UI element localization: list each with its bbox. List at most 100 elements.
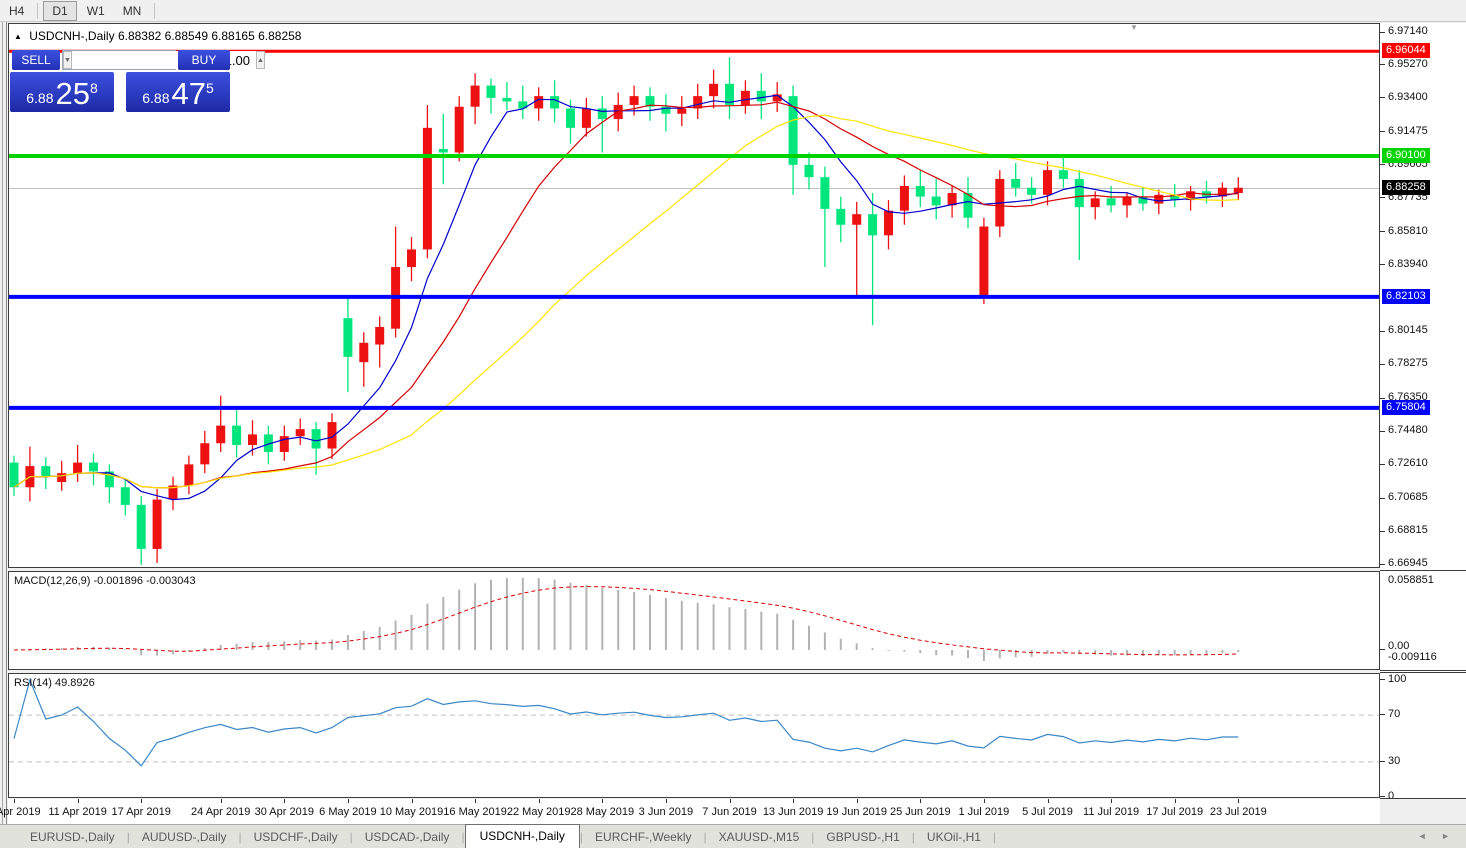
- date-axis-label: 24 Apr 2019: [191, 806, 251, 818]
- date-axis-tick: [1174, 799, 1176, 803]
- price-axis-tick: [1380, 197, 1385, 199]
- candle-body: [804, 164, 814, 178]
- candle-body: [1027, 187, 1037, 195]
- timeframe-button-mn[interactable]: MN: [122, 3, 142, 18]
- date-axis-label: 11 Apr 2019: [48, 806, 107, 818]
- price-axis-label: 6.91475: [1388, 124, 1428, 137]
- rsi-indicator-pane[interactable]: RSI(14) 49.8926: [8, 673, 1380, 798]
- candle-body: [152, 499, 162, 549]
- buy-price-display[interactable]: 6.88 47 5: [126, 72, 230, 112]
- chart-tab-xauusd[interactable]: XAUUSD-,M15: [718, 830, 800, 844]
- price-axis-tick: [1380, 430, 1385, 432]
- candle-body: [836, 208, 846, 225]
- candle-body: [1186, 191, 1196, 201]
- candle-body: [772, 94, 782, 102]
- chart-tab-usdcnh[interactable]: USDCNH-,Daily: [464, 824, 580, 848]
- candle-body: [693, 96, 703, 109]
- chart-tab-ukoil[interactable]: UKOil-,H1: [926, 830, 981, 844]
- tab-separator: |: [911, 830, 915, 844]
- date-axis-tick: [665, 799, 667, 803]
- chart-tab-usdcad[interactable]: USDCAD-,Daily: [364, 830, 450, 844]
- pane-boundary-rule: [1380, 672, 1466, 673]
- candle-body: [550, 96, 560, 109]
- timeframe-toolbar: H4 D1 W1 MN: [0, 0, 1466, 22]
- macd-indicator-pane[interactable]: MACD(12,26,9) -0.001896 -0.003043: [8, 571, 1380, 670]
- candle-body: [677, 108, 687, 114]
- candle-body: [788, 96, 798, 165]
- macd-axis-max: 0.058851: [1388, 574, 1434, 586]
- price-axis-label: 6.95270: [1388, 57, 1428, 70]
- timeframe-button-w1[interactable]: W1: [86, 3, 105, 18]
- sell-price-display[interactable]: 6.88 25 8: [10, 72, 114, 112]
- date-axis-tick: [983, 799, 985, 803]
- ma-fast-line[interactable]: [13, 94, 1239, 501]
- date-axis-label: 28 May 2019: [570, 806, 635, 818]
- date-axis-label: 6 May 2019: [319, 806, 377, 818]
- candle-body: [232, 425, 242, 445]
- candle-body: [375, 326, 385, 345]
- collapse-triangle-icon[interactable]: ▲: [14, 32, 22, 41]
- price-axis-label: 6.78275: [1388, 357, 1428, 370]
- sell-button[interactable]: SELL: [12, 50, 60, 70]
- date-axis-label: 7 Jun 2019: [702, 806, 757, 818]
- rsi-axis-tick: [1380, 760, 1385, 762]
- chart-tab-usdchf[interactable]: USDCHF-,Daily: [253, 830, 338, 844]
- price-axis[interactable]: 6.97140 6.95270 6.93400 6.91475 6.89605 6.877…: [1380, 23, 1466, 802]
- timeframe-button-d1[interactable]: D1: [43, 0, 77, 21]
- price-axis-label: 6.74480: [1388, 424, 1428, 437]
- date-axis-label: 17 Apr 2019: [111, 806, 171, 818]
- candle-body: [104, 471, 114, 488]
- macd-signal-line: [13, 585, 1239, 656]
- candle-body: [1122, 196, 1132, 206]
- chart-tab-gbpusd[interactable]: GBPUSD-,H1: [826, 830, 900, 844]
- candle-body: [661, 106, 671, 114]
- price-axis-label: 6.93400: [1388, 90, 1428, 103]
- price-axis-tick: [1380, 463, 1385, 465]
- candle-body: [518, 101, 528, 109]
- volume-spinner: ▼ ▲: [62, 50, 265, 70]
- candle-body: [1058, 170, 1068, 179]
- candle-body: [709, 83, 719, 97]
- buy-button[interactable]: BUY: [178, 50, 230, 70]
- chart-tab-audusd[interactable]: AUDUSD-,Daily: [141, 830, 227, 844]
- macd-histogram: [28, 578, 1240, 661]
- ma-slow-line[interactable]: [13, 114, 1239, 489]
- candle-body: [248, 434, 257, 445]
- candle-body: [725, 83, 734, 105]
- tab-separator: |: [126, 830, 130, 844]
- price-axis-tick: [1380, 330, 1385, 332]
- rsi-line: [13, 678, 1239, 767]
- price-axis-label: 6.70685: [1388, 491, 1428, 504]
- date-axis-tick: [220, 799, 222, 803]
- date-axis-label: 23 Jul 2019: [1209, 806, 1267, 818]
- timeframe-button-h4[interactable]: H4: [9, 3, 25, 18]
- volume-increase-button[interactable]: ▲: [255, 51, 265, 69]
- date-axis[interactable]: 5 Apr 2019 11 Apr 2019 17 Apr 2019 24 Apr 2…: [0, 799, 1380, 824]
- main-chart-pane[interactable]: [8, 23, 1380, 568]
- date-axis-label: 11 Jul 2019: [1083, 806, 1140, 818]
- candle-body: [168, 485, 178, 500]
- price-level-badge-0: 6.96044: [1382, 43, 1430, 59]
- candle-body: [820, 177, 830, 209]
- chart-tab-eurchf[interactable]: EURCHF-,Weekly: [595, 830, 692, 844]
- candle-body: [1011, 178, 1021, 188]
- date-axis-tick: [602, 799, 604, 803]
- price-axis-label: 6.68815: [1388, 524, 1428, 537]
- candle-body: [9, 462, 19, 488]
- date-axis-label: 17 Jul 2019: [1146, 806, 1204, 818]
- candle-body: [947, 193, 957, 206]
- date-axis-tick: [920, 799, 922, 803]
- price-axis-label: 6.66945: [1388, 557, 1428, 569]
- date-axis-label: 22 May 2019: [506, 806, 571, 818]
- rsi-axis-tick: [1380, 796, 1385, 797]
- pane-boundary-rule: [1380, 570, 1466, 571]
- volume-decrease-button[interactable]: ▼: [63, 51, 72, 69]
- tab-separator: |: [461, 830, 465, 844]
- tab-scroll-arrows[interactable]: ◄ ►: [1417, 831, 1456, 841]
- chart-tab-eurusd[interactable]: EURUSD-,Daily: [30, 830, 115, 844]
- price-axis-tick: [1380, 530, 1385, 532]
- candle-body: [359, 342, 369, 363]
- price-axis-tick: [1380, 264, 1385, 266]
- candle-body: [1154, 194, 1164, 204]
- price-axis-tick: [1380, 164, 1385, 166]
